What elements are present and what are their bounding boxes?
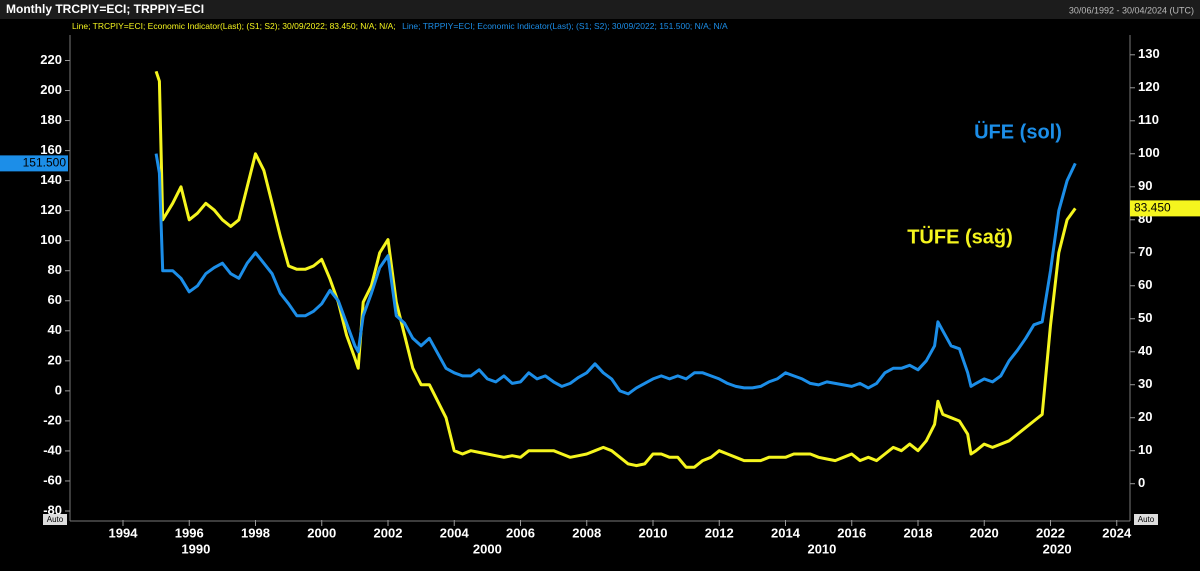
auto-button-label[interactable]: Auto xyxy=(1138,515,1155,524)
y2-tick-label: 70 xyxy=(1138,244,1152,259)
y2-tick-label: 100 xyxy=(1138,145,1160,160)
y2-tick-label: 20 xyxy=(1138,409,1152,424)
y-tick-label: 120 xyxy=(40,202,62,217)
y-tick-label: 0 xyxy=(55,382,62,397)
decade-label: 2000 xyxy=(473,541,502,556)
x-tick-label: 2000 xyxy=(307,525,336,540)
y2-tick-label: 0 xyxy=(1138,475,1145,490)
y-tick-label: 100 xyxy=(40,232,62,247)
x-tick-label: 2018 xyxy=(904,525,933,540)
auto-button[interactable] xyxy=(1134,514,1158,525)
x-tick-label: 2022 xyxy=(1036,525,1065,540)
y2-tick-label: 10 xyxy=(1138,442,1152,457)
y-tick-label: 160 xyxy=(40,142,62,157)
y2-tick-label: 110 xyxy=(1138,112,1159,127)
y-tick-label: 180 xyxy=(40,112,62,127)
y-tick-label: 140 xyxy=(40,172,62,187)
y-tick-label: 40 xyxy=(48,322,62,337)
decade-label: 2020 xyxy=(1043,541,1072,556)
y-tick-label: -60 xyxy=(43,472,62,487)
x-tick-label: 2024 xyxy=(1102,525,1132,540)
x-tick-label: 2008 xyxy=(572,525,601,540)
last-value-label: 83.450 xyxy=(1134,201,1171,215)
annotation: ÜFE (sol) xyxy=(974,120,1062,143)
x-tick-label: 1994 xyxy=(109,525,139,540)
x-tick-label: 2002 xyxy=(374,525,403,540)
series-line xyxy=(154,153,1077,396)
y2-tick-label: 130 xyxy=(1138,46,1160,61)
auto-button[interactable] xyxy=(43,514,67,525)
y2-tick-label: 40 xyxy=(1138,343,1152,358)
x-tick-label: 2006 xyxy=(506,525,535,540)
decade-label: 1990 xyxy=(181,541,210,556)
auto-button-label[interactable]: Auto xyxy=(47,515,64,524)
date-range: 30/06/1992 - 30/04/2024 (UTC) xyxy=(1069,5,1194,15)
y-tick-label: 60 xyxy=(48,292,62,307)
legend: Line; TRCPIY=ECI; Economic Indicator(Las… xyxy=(72,21,728,31)
x-tick-label: 2020 xyxy=(970,525,999,540)
y-tick-label: 220 xyxy=(40,52,62,67)
y2-tick-label: 30 xyxy=(1138,376,1152,391)
y2-tick-label: 60 xyxy=(1138,277,1152,292)
x-tick-label: 2016 xyxy=(837,525,866,540)
last-value-box xyxy=(1130,200,1200,217)
chart-title: Monthly TRCPIY=ECI; TRPPIY=ECI xyxy=(6,2,204,16)
y-tick-label: 200 xyxy=(40,82,62,97)
last-value-box xyxy=(0,155,68,172)
legend-entry: Line; TRPPIY=ECI; Economic Indicator(Las… xyxy=(402,21,728,31)
y-tick-label: -80 xyxy=(43,502,62,517)
y-tick-label: 80 xyxy=(48,262,62,277)
annotation: TÜFE (sağ) xyxy=(907,225,1013,248)
header-bar xyxy=(0,0,1200,19)
x-tick-label: 2010 xyxy=(639,525,668,540)
last-value-label: 151.500 xyxy=(23,156,67,170)
legend-entry: Line; TRCPIY=ECI; Economic Indicator(Las… xyxy=(72,21,396,31)
y-tick-label: -20 xyxy=(43,412,62,427)
y-tick-label: -40 xyxy=(43,442,62,457)
y-tick-label: 20 xyxy=(48,352,62,367)
decade-label: 2010 xyxy=(807,541,836,556)
x-tick-label: 2014 xyxy=(771,525,801,540)
y2-tick-label: 50 xyxy=(1138,310,1152,325)
x-tick-label: 1996 xyxy=(175,525,204,540)
x-tick-label: 2012 xyxy=(705,525,734,540)
y2-tick-label: 90 xyxy=(1138,178,1152,193)
y2-tick-label: 120 xyxy=(1138,79,1160,94)
series-line xyxy=(154,70,1077,469)
x-tick-label: 2004 xyxy=(440,525,470,540)
x-tick-label: 1998 xyxy=(241,525,270,540)
